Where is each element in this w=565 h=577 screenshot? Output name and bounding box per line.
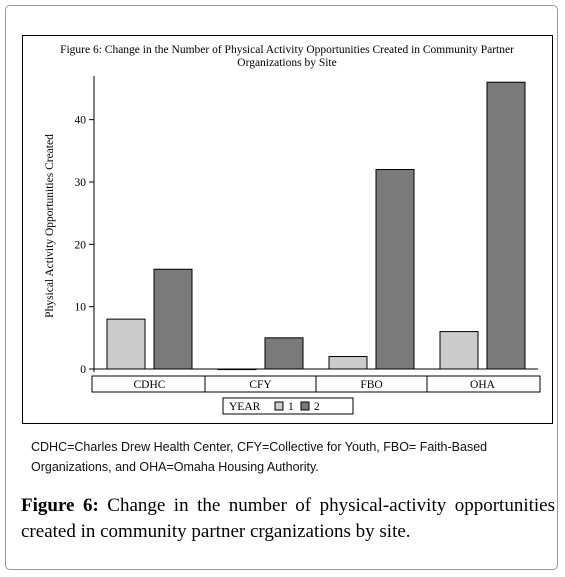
y-tick-label: 40 [75,115,87,127]
bar-oha-series-2 [486,81,526,370]
bar-oha-series-1 [439,331,479,370]
bar-chart: Figure 6: Change in the Number of Physic… [44,44,541,415]
chart-title-line-2: Organizations by Site [237,57,336,69]
bar-fbo-series-2 [375,169,415,370]
y-tick-label: 20 [75,239,87,251]
y-axis-label: Physical Activity Opportunities Created [44,134,56,318]
figure-frame: Figure 6: Change in the Number of Physic… [5,5,558,570]
x-tick-label: CFY [249,379,272,391]
legend-box [222,397,354,415]
x-tick-label: FBO [360,379,382,391]
bar-cdhc-series-1 [106,318,146,370]
bar-cfy-series-2 [264,337,304,370]
bar-cdhc-series-2 [153,268,193,370]
figure-caption: Figure 6: Change in the number of physic… [21,493,555,545]
legend-label-2: 2 [314,401,320,413]
chart-title-line-1: Figure 6: Change in the Number of Physic… [60,44,514,56]
abbreviation-note: CDHC=Charles Drew Health Center, CFY=Col… [31,440,488,474]
caption-label: Figure 6: [21,495,99,516]
bar-fbo-series-1 [328,356,368,370]
legend-label-1: 1 [288,401,294,413]
legend-swatch-1 [274,401,284,411]
legend-swatch-2 [300,401,310,411]
y-tick-label: 30 [75,177,87,189]
y-tick-label: 0 [80,364,86,376]
chart-panel: Figure 6: Change in the Number of Physic… [22,35,553,424]
x-tick-label: OHA [470,379,496,391]
caption-text: Change in the number of physical-activit… [21,495,555,542]
y-tick-label: 10 [75,302,87,314]
bar-cfy-series-1 [217,368,257,371]
legend-title: YEAR [229,401,261,413]
x-tick-label: CDHC [134,379,166,391]
